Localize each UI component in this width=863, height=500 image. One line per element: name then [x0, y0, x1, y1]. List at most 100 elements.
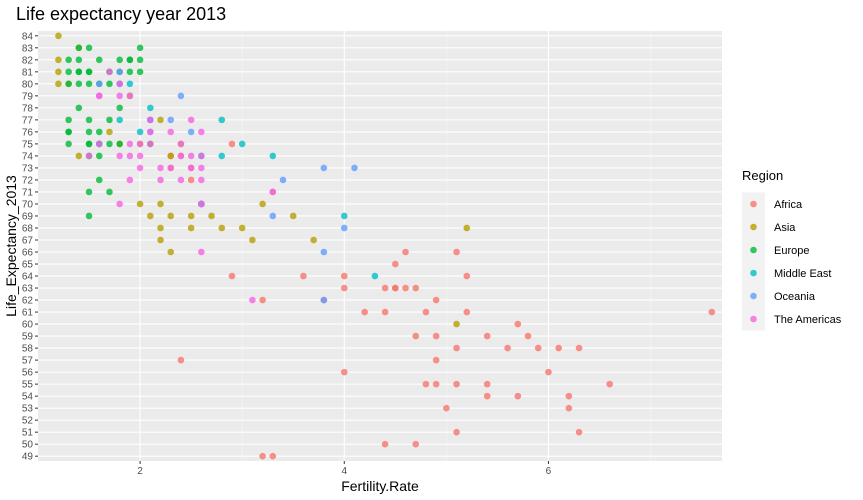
scatter-point: [136, 44, 144, 52]
scatter-point: [412, 284, 420, 292]
scatter-point: [126, 176, 134, 184]
legend-label: The Americas: [774, 314, 842, 326]
y-tick-label: 67: [22, 235, 34, 246]
y-tick-label: 73: [22, 163, 34, 174]
scatter-point: [198, 200, 205, 208]
scatter-point: [116, 80, 123, 88]
scatter-point: [187, 116, 195, 124]
chart-title: Life expectancy year 2013: [16, 4, 226, 24]
scatter-point: [85, 188, 93, 196]
y-tick-label: 57: [22, 356, 34, 367]
scatter-point: [534, 344, 542, 352]
scatter-point: [351, 164, 358, 172]
scatter-point: [453, 344, 460, 352]
scatter-point: [708, 308, 716, 316]
scatter-point: [279, 176, 287, 184]
scatter-point: [65, 116, 72, 124]
scatter-point: [504, 344, 511, 352]
scatter-point: [402, 284, 409, 292]
scatter-point: [55, 56, 62, 64]
scatter-point: [483, 392, 491, 400]
y-tick-label: 81: [22, 67, 34, 78]
y-tick-label: 83: [22, 43, 34, 54]
scatter-point: [269, 452, 277, 460]
scatter-point: [340, 284, 348, 292]
scatter-point: [157, 236, 164, 244]
x-tick-label: 2: [137, 466, 143, 477]
scatter-point: [187, 212, 195, 220]
scatter-point: [177, 140, 185, 148]
scatter-point: [116, 68, 123, 76]
scatter-point: [187, 128, 195, 136]
scatter-point: [198, 152, 205, 160]
scatter-point: [106, 68, 113, 76]
y-tick-label: 69: [22, 211, 34, 222]
scatter-point: [85, 140, 93, 148]
legend-title: Region: [742, 168, 783, 183]
scatter-point: [340, 272, 348, 280]
y-tick-label: 65: [22, 260, 34, 271]
scatter-point: [126, 92, 134, 100]
scatter-point: [432, 296, 440, 304]
scatter-point: [75, 44, 83, 52]
scatter-point: [228, 140, 236, 148]
scatter-point: [575, 428, 583, 436]
scatter-point: [65, 80, 72, 88]
scatter-point: [412, 332, 420, 340]
scatter-point: [167, 116, 175, 124]
scatter-point: [65, 56, 72, 64]
scatter-point: [432, 380, 440, 388]
scatter-point: [269, 188, 277, 196]
scatter-point: [75, 56, 83, 64]
scatter-point: [126, 80, 134, 88]
scatter-point: [55, 68, 62, 76]
scatter-point: [95, 92, 103, 100]
y-tick-label: 80: [22, 79, 34, 90]
scatter-point: [218, 152, 226, 160]
scatter-point: [85, 80, 93, 88]
legend: Region Africa Asia Europe Middle East Oceania…: [742, 168, 842, 331]
scatter-point: [65, 68, 72, 76]
scatter-point: [157, 164, 164, 172]
scatter-point: [136, 56, 144, 64]
scatter-point: [320, 296, 328, 304]
legend-label: Middle East: [774, 268, 831, 280]
scatter-point: [177, 152, 185, 160]
scatter-point: [412, 440, 420, 448]
y-tick-label: 51: [22, 428, 34, 439]
scatter-point: [545, 368, 552, 376]
scatter-point: [381, 308, 389, 316]
y-tick-label: 66: [22, 248, 34, 259]
scatter-point: [106, 128, 113, 136]
scatter-point: [85, 44, 93, 52]
scatter-point: [95, 176, 103, 184]
scatter-point: [116, 116, 123, 124]
scatter-point: [208, 212, 215, 220]
scatter-point: [320, 248, 328, 256]
scatter-point: [249, 236, 256, 244]
scatter-point: [269, 212, 277, 220]
scatter-point: [371, 272, 379, 280]
x-tick-label: 6: [546, 466, 552, 477]
grid-lines: [38, 31, 722, 461]
scatter-point: [157, 176, 164, 184]
scatter-point: [453, 428, 460, 436]
y-tick-label: 70: [22, 199, 34, 210]
scatter-point: [198, 128, 205, 136]
scatter-point: [514, 392, 522, 400]
scatter-point: [575, 344, 583, 352]
scatter-point: [269, 152, 277, 160]
scatter-point: [146, 212, 154, 220]
scatter-point: [157, 224, 164, 232]
scatter-point: [514, 320, 522, 328]
scatter-point: [524, 332, 532, 340]
y-tick-label: 60: [22, 320, 34, 331]
y-tick-label: 50: [22, 440, 34, 451]
scatter-point: [167, 128, 175, 136]
legend-key: [750, 269, 757, 277]
scatter-point: [167, 212, 175, 220]
scatter-point: [432, 332, 440, 340]
scatter-point: [187, 224, 195, 232]
y-tick-label: 82: [22, 55, 34, 66]
y-tick-label: 74: [22, 151, 34, 162]
